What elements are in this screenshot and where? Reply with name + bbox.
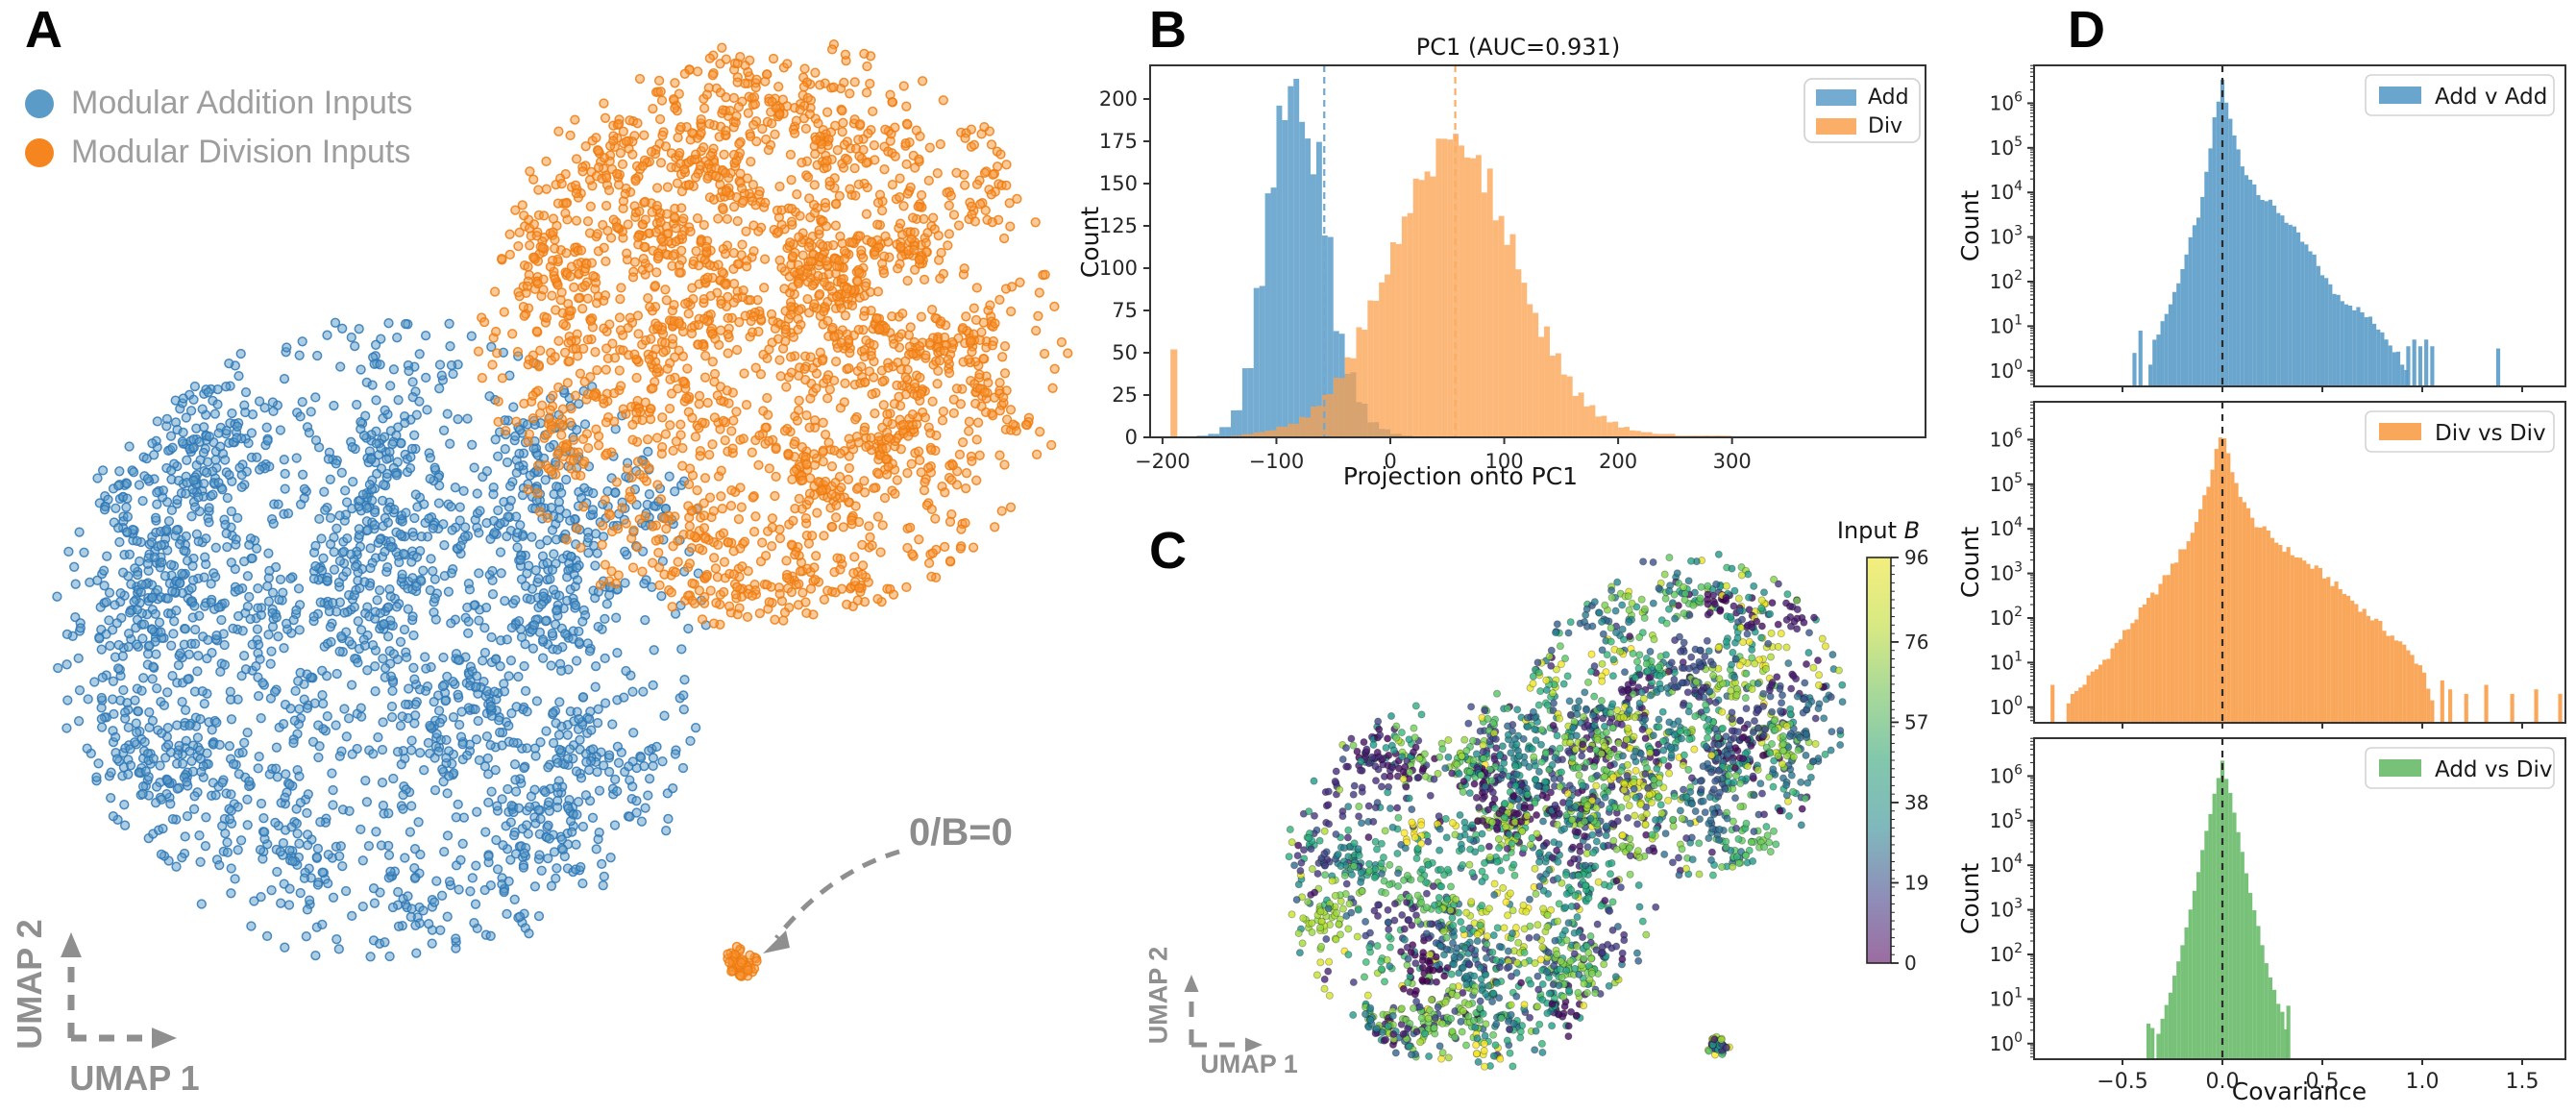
svg-text:175: 175 xyxy=(1099,130,1138,153)
zero-annotation: 0/B=0 xyxy=(909,811,1013,854)
panel-c-label: C xyxy=(1149,522,1187,580)
svg-text:0: 0 xyxy=(1125,426,1138,449)
svg-text:200: 200 xyxy=(1099,87,1138,111)
panel-c-umap1-label: UMAP 1 xyxy=(1200,1050,1298,1078)
svg-text:200: 200 xyxy=(1599,450,1637,473)
panel-a-label: A xyxy=(25,1,62,59)
panel-a-umap2-label: UMAP 2 xyxy=(10,919,49,1050)
panel-c-umap2-label: UMAP 2 xyxy=(1143,946,1173,1045)
svg-text:Div: Div xyxy=(1868,114,1902,138)
umap-scatter-panel-a xyxy=(52,39,1073,1049)
legend-item-addition: Modular Addition Inputs xyxy=(25,85,412,122)
svg-text:150: 150 xyxy=(1099,172,1138,195)
colorbar-title: Input B xyxy=(1792,517,1965,544)
panel-a-legend: Modular Addition Inputs Modular Division… xyxy=(25,85,412,171)
panel-d-label: D xyxy=(2068,1,2105,59)
panel-a-umap1-label: UMAP 1 xyxy=(69,1058,200,1098)
svg-text:100: 100 xyxy=(1099,257,1138,280)
svg-text:−100: −100 xyxy=(1249,450,1305,473)
panel-d-xlabel: Covariance xyxy=(2231,1077,2367,1105)
panel-b-xlabel: Projection onto PC1 xyxy=(1342,462,1579,490)
division-swatch-icon xyxy=(25,137,54,167)
legend-item-division: Modular Division Inputs xyxy=(25,134,412,171)
legend-label-division: Modular Division Inputs xyxy=(71,134,411,170)
svg-text:100: 100 xyxy=(1485,450,1524,473)
colorbar-title-prefix: Input xyxy=(1836,517,1904,544)
svg-text:0: 0 xyxy=(1384,450,1396,473)
svg-text:75: 75 xyxy=(1112,299,1138,322)
svg-text:Add: Add xyxy=(1868,86,1909,110)
addition-swatch-icon xyxy=(25,88,54,118)
svg-text:−200: −200 xyxy=(1135,450,1190,473)
panel-b-title: PC1 (AUC=0.931) xyxy=(1415,34,1621,61)
legend-label-addition: Modular Addition Inputs xyxy=(71,85,413,121)
svg-text:125: 125 xyxy=(1099,214,1138,237)
svg-text:50: 50 xyxy=(1112,341,1138,364)
pc1-histogram-panel-b: −200 −100 0 100 200 300 0 25 50 75 100 125 150 175 200… xyxy=(1099,64,1926,473)
panel-b-label: B xyxy=(1149,1,1187,59)
svg-text:25: 25 xyxy=(1112,384,1138,407)
svg-text:300: 300 xyxy=(1713,450,1752,473)
colorbar-title-var: B xyxy=(1903,517,1921,544)
